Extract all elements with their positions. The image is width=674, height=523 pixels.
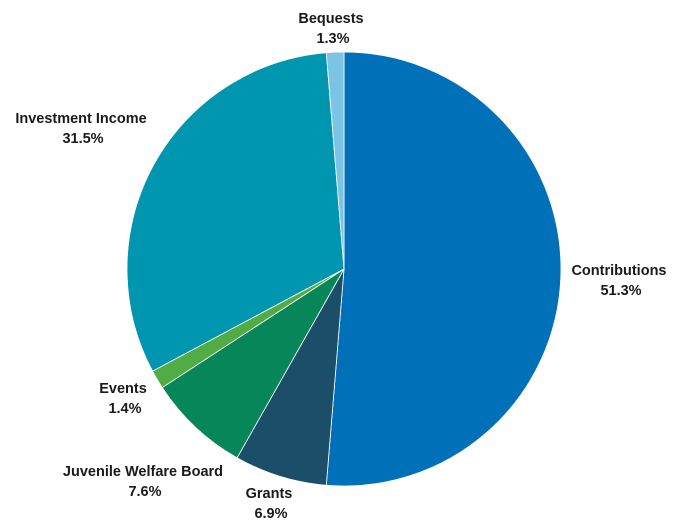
slice-value-juvenile-welfare-board: 7.6% xyxy=(128,484,161,500)
slice-value-contributions: 51.3% xyxy=(600,283,641,299)
pie-labels: Bequests 1.3% Investment Income 31.5% Co… xyxy=(15,11,670,522)
svg-text:Juvenile Welfare Board 7: Juvenile Welfare Board 7.6% xyxy=(63,464,227,500)
svg-text:Grants 6.9%: Grants 6.9% xyxy=(246,486,297,522)
slice-name-investment-income: Investment Income xyxy=(15,111,146,127)
slice-name-events: Events xyxy=(99,381,147,397)
pie-slice-bequests xyxy=(325,51,345,270)
pie-slices xyxy=(126,51,562,487)
slice-value-events: 1.4% xyxy=(108,401,141,417)
slice-value-bequests: 1.3% xyxy=(316,31,349,47)
slice-value-grants: 6.9% xyxy=(254,506,287,522)
svg-text:Bequests 1.3%: Bequests 1.3% xyxy=(298,11,367,47)
pie-slice-contributions xyxy=(325,51,562,487)
pie-slice-investment-income xyxy=(126,52,345,372)
slice-name-bequests: Bequests xyxy=(298,11,363,27)
slice-name-contributions: Contributions xyxy=(571,263,666,279)
svg-text:Investment Income 31.5%: Investment Income 31.5% xyxy=(15,111,150,147)
slice-name-juvenile-welfare-board: Juvenile Welfare Board xyxy=(63,464,223,480)
svg-text:Contributions 51.3%: Contributions 51.3% xyxy=(571,263,670,299)
pie-slice-juvenile-welfare-board xyxy=(161,268,345,459)
slice-value-investment-income: 31.5% xyxy=(62,131,103,147)
svg-text:Events 1.4%: Events 1.4% xyxy=(99,381,151,417)
slice-name-grants: Grants xyxy=(246,486,293,502)
